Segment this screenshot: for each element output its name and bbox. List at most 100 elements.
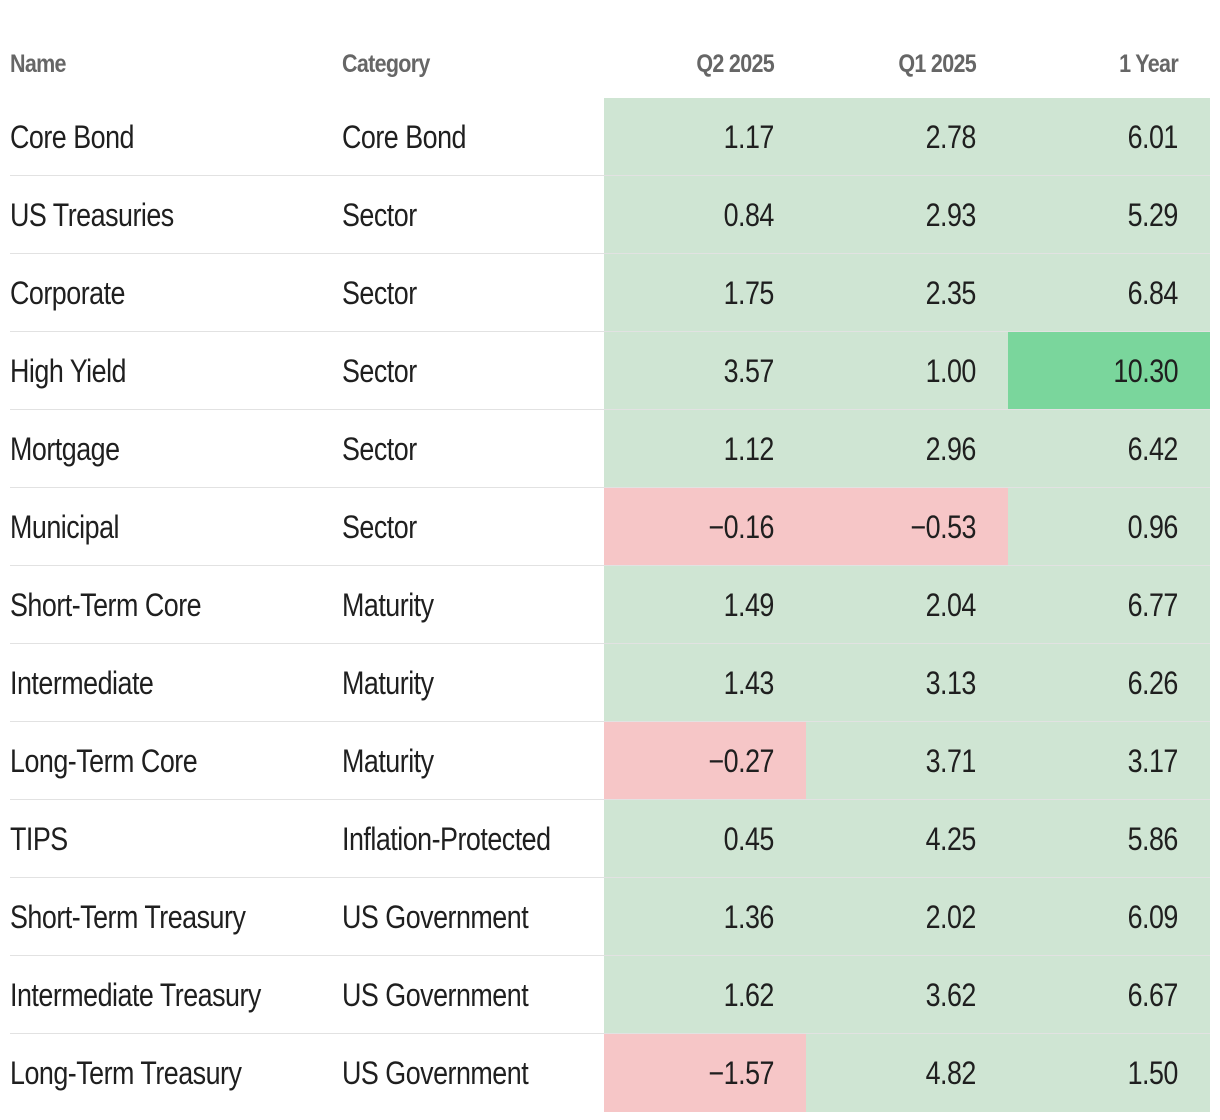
- cell-q2-2025-text: 1.12: [723, 431, 775, 467]
- cell-category: US Government: [342, 878, 604, 956]
- cell-category: Maturity: [342, 566, 604, 644]
- cell-1-year: 6.77: [1008, 566, 1210, 644]
- table-row: Long-Term Treasury US Government −1.57 4.82…: [10, 1034, 1210, 1112]
- row-divider: [10, 253, 1210, 254]
- cell-q2-2025: 1.17: [604, 98, 806, 176]
- cell-q1-2025: 2.35: [806, 254, 1008, 332]
- row-divider: [10, 487, 1210, 488]
- cell-q1-2025-text: 2.02: [925, 899, 977, 935]
- cell-q2-2025-text: 1.36: [723, 899, 775, 935]
- cell-category-text: Inflation-Protected: [342, 821, 551, 857]
- cell-1-year: 3.17: [1008, 722, 1210, 800]
- cell-name-text: Mortgage: [10, 431, 120, 467]
- cell-q2-2025: 0.45: [604, 800, 806, 878]
- cell-name: TIPS: [10, 800, 340, 878]
- cell-1-year-text: 6.77: [1127, 587, 1179, 623]
- cell-category: Sector: [342, 332, 604, 410]
- cell-q2-2025: 3.57: [604, 332, 806, 410]
- cell-name: High Yield: [10, 332, 340, 410]
- cell-category: Sector: [342, 410, 604, 488]
- cell-1-year: 0.96: [1008, 488, 1210, 566]
- cell-name: US Treasuries: [10, 176, 340, 254]
- cell-name-text: Municipal: [10, 509, 120, 545]
- cell-q2-2025-text: 1.49: [723, 587, 775, 623]
- cell-name: Long-Term Core: [10, 722, 340, 800]
- cell-1-year-text: 5.86: [1127, 821, 1179, 857]
- cell-q2-2025-text: 1.17: [723, 119, 775, 155]
- cell-q1-2025-text: −0.53: [910, 509, 976, 545]
- row-divider: [10, 1033, 1210, 1034]
- cell-category: US Government: [342, 956, 604, 1034]
- cell-category-text: Core Bond: [342, 119, 466, 155]
- cell-category-text: Sector: [342, 509, 417, 545]
- cell-q1-2025: 2.04: [806, 566, 1008, 644]
- cell-q2-2025: −0.27: [604, 722, 806, 800]
- cell-q1-2025: 3.62: [806, 956, 1008, 1034]
- cell-name-text: Short-Term Core: [10, 587, 202, 623]
- cell-1-year: 1.50: [1008, 1034, 1210, 1112]
- cell-category-text: Sector: [342, 275, 417, 311]
- row-divider: [10, 877, 1210, 878]
- cell-q1-2025-text: 4.25: [925, 821, 977, 857]
- cell-name: Core Bond: [10, 98, 340, 176]
- cell-q2-2025: 1.49: [604, 566, 806, 644]
- table-row: Intermediate Maturity 1.43 3.13 6.26: [10, 644, 1210, 722]
- cell-1-year-text: 6.42: [1127, 431, 1179, 467]
- row-divider: [10, 721, 1210, 722]
- header-1-year: 1 Year: [1119, 50, 1179, 78]
- cell-q1-2025: 3.13: [806, 644, 1008, 722]
- cell-q1-2025-text: 2.96: [925, 431, 977, 467]
- cell-q1-2025: 1.00: [806, 332, 1008, 410]
- cell-q1-2025-text: 1.00: [925, 353, 977, 389]
- header-q1-2025: Q1 2025: [898, 50, 976, 78]
- cell-q2-2025-text: −0.16: [708, 509, 774, 545]
- cell-q1-2025-text: 2.93: [925, 197, 977, 233]
- cell-q1-2025: 2.78: [806, 98, 1008, 176]
- cell-q2-2025-text: 0.45: [723, 821, 775, 857]
- cell-q1-2025-text: 3.71: [925, 743, 977, 779]
- cell-name-text: Intermediate: [10, 665, 154, 701]
- cell-category: Maturity: [342, 722, 604, 800]
- cell-category-text: Sector: [342, 353, 417, 389]
- returns-table: Name Category Q2 2025 Q1 2025 1 Year Cor…: [10, 30, 1210, 1112]
- cell-category: US Government: [342, 1034, 604, 1112]
- cell-name: Corporate: [10, 254, 340, 332]
- cell-1-year-text: 6.67: [1127, 977, 1179, 1013]
- table-row: Mortgage Sector 1.12 2.96 6.42: [10, 410, 1210, 488]
- cell-1-year: 10.30: [1008, 332, 1210, 410]
- cell-q2-2025-text: 1.75: [723, 275, 775, 311]
- header-category: Category: [342, 50, 430, 78]
- table-row: Intermediate Treasury US Government 1.62 3.…: [10, 956, 1210, 1034]
- cell-q2-2025: −0.16: [604, 488, 806, 566]
- table-row: Municipal Sector −0.16 −0.53 0.96: [10, 488, 1210, 566]
- cell-1-year-text: 0.96: [1127, 509, 1179, 545]
- cell-q2-2025: 1.43: [604, 644, 806, 722]
- cell-name: Short-Term Treasury: [10, 878, 340, 956]
- row-divider: [10, 565, 1210, 566]
- cell-category: Inflation-Protected: [342, 800, 604, 878]
- table-row: Core Bond Core Bond 1.17 2.78 6.01: [10, 98, 1210, 176]
- cell-1-year-text: 5.29: [1127, 197, 1179, 233]
- cell-category-text: Maturity: [342, 665, 434, 701]
- cell-1-year: 6.26: [1008, 644, 1210, 722]
- cell-q2-2025: 1.12: [604, 410, 806, 488]
- cell-1-year-text: 10.30: [1113, 353, 1178, 389]
- cell-q2-2025: 1.62: [604, 956, 806, 1034]
- cell-category-text: US Government: [342, 977, 529, 1013]
- cell-1-year: 6.67: [1008, 956, 1210, 1034]
- cell-q2-2025-text: 1.62: [723, 977, 775, 1013]
- cell-q2-2025-text: −1.57: [708, 1055, 774, 1091]
- header-name: Name: [10, 50, 67, 78]
- cell-q2-2025-text: −0.27: [708, 743, 774, 779]
- cell-name-text: Corporate: [10, 275, 126, 311]
- cell-name: Municipal: [10, 488, 340, 566]
- cell-q1-2025: −0.53: [806, 488, 1008, 566]
- cell-name-text: Intermediate Treasury: [10, 977, 261, 1013]
- cell-1-year-text: 1.50: [1127, 1055, 1179, 1091]
- cell-q1-2025-text: 3.62: [925, 977, 977, 1013]
- cell-1-year: 5.29: [1008, 176, 1210, 254]
- cell-name-text: Core Bond: [10, 119, 134, 155]
- cell-q2-2025: 0.84: [604, 176, 806, 254]
- cell-q2-2025: 1.75: [604, 254, 806, 332]
- cell-q2-2025-text: 3.57: [723, 353, 775, 389]
